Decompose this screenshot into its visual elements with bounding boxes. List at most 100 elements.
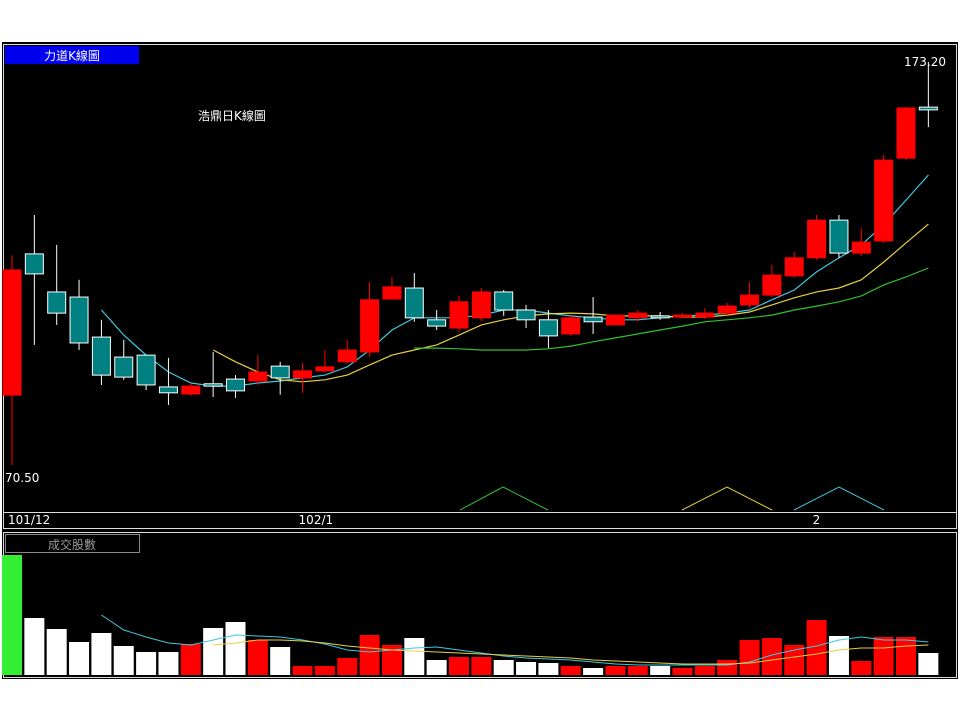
date-frame [3, 512, 957, 529]
candle-body [248, 371, 268, 382]
volume-bar [91, 633, 112, 675]
panel-label-box [5, 46, 139, 64]
candle-body [740, 294, 760, 306]
volume-bar [404, 638, 425, 675]
candle-body [561, 317, 581, 335]
candle-body [158, 386, 178, 394]
volume-bar [583, 668, 604, 675]
candle-body [270, 365, 290, 379]
candle-body [807, 219, 827, 259]
volume-bar [449, 657, 469, 675]
candle-body [494, 291, 514, 311]
volume-bar [851, 661, 872, 675]
candle-body [404, 287, 424, 319]
volume-bar [896, 637, 916, 675]
candle-body [896, 107, 916, 159]
volume-bar [717, 660, 738, 675]
candle-body [449, 301, 469, 329]
volume-bar [247, 640, 268, 675]
indicator-mark [793, 486, 885, 511]
candle-body [874, 159, 894, 242]
volume-bar [292, 666, 313, 675]
candle-body [538, 319, 558, 337]
candle-body [717, 305, 737, 314]
volume-bar [203, 628, 224, 675]
ma-line [212, 223, 929, 383]
candle-body [918, 106, 938, 111]
candle-body [829, 219, 849, 254]
panel-label: 力道K線圖 [44, 48, 100, 63]
y-tick-label: 173.20 [904, 55, 946, 69]
candle-body [69, 296, 89, 344]
candle-body [2, 269, 22, 396]
candle-body [583, 316, 603, 323]
candle-body [605, 314, 625, 326]
candle-body [427, 319, 447, 327]
candle-body [315, 366, 335, 372]
ma-line [414, 267, 929, 351]
candle-body [628, 312, 648, 319]
volume-bar [158, 652, 179, 675]
candle-body [695, 312, 715, 318]
candle-body [293, 370, 313, 379]
candle-body [114, 356, 134, 378]
x-tick-label: 102/1 [299, 513, 334, 527]
candle-body [851, 241, 871, 254]
volume-bar [605, 666, 626, 675]
volume-bar [337, 658, 358, 675]
volume-bar [471, 657, 492, 675]
candle-body [136, 354, 156, 386]
candle-body [471, 291, 491, 319]
x-tick-label: 2 [813, 513, 821, 527]
volume-bar [761, 638, 782, 675]
volume-bar [314, 666, 335, 675]
volume-bar [538, 663, 559, 675]
candle-body [24, 253, 44, 275]
volume-label: 成交股數 [48, 537, 96, 552]
y-tick-label: 70.50 [5, 471, 39, 485]
candle-body [203, 383, 223, 387]
volume-bar [46, 629, 67, 675]
volume-bar [493, 660, 514, 675]
volume-bar [113, 646, 134, 675]
volume-bar [69, 642, 90, 675]
candle-body [650, 315, 670, 319]
candle-body [47, 291, 67, 314]
x-tick-label: 101/12 [8, 513, 50, 527]
volume-bar [359, 635, 380, 675]
volume-bar [650, 666, 671, 675]
chart-panel [2, 42, 958, 679]
chart-title: 浩鼎日K線圖 [198, 108, 266, 123]
ma-line [213, 639, 929, 665]
candle-body [382, 286, 402, 300]
candle-body [91, 336, 111, 376]
candle-body [226, 378, 245, 392]
candle-body [360, 299, 380, 353]
volume-bar [180, 644, 201, 675]
indicator-mark [681, 486, 773, 511]
candle-body [181, 385, 201, 395]
volume-bar [381, 645, 402, 675]
volume-bar [672, 668, 693, 675]
volume-label-box [5, 534, 140, 553]
volume-bar [516, 662, 537, 675]
candle-body [762, 274, 782, 296]
volume-bar [627, 666, 648, 675]
volume-bar [426, 660, 447, 675]
candle-body [784, 257, 804, 277]
volume-bar [694, 666, 715, 675]
volume-bar [784, 645, 805, 675]
volume-bar [828, 636, 849, 675]
ma-line [101, 614, 929, 666]
volume-bar [873, 637, 894, 675]
candle-body [673, 314, 692, 318]
volume-bar [918, 653, 939, 675]
volume-bar [806, 620, 827, 675]
volume-bar [136, 652, 157, 675]
volume-bar [270, 647, 291, 675]
volume-bar [24, 618, 45, 675]
volume-bar [225, 622, 246, 675]
volume-bar [560, 666, 581, 675]
